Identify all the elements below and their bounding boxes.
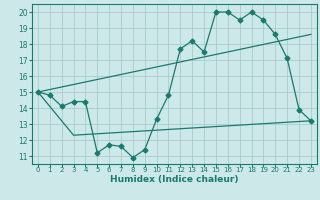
X-axis label: Humidex (Indice chaleur): Humidex (Indice chaleur) xyxy=(110,175,239,184)
